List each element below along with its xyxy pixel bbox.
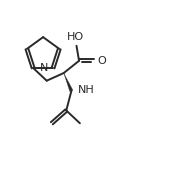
Text: N: N — [40, 63, 48, 73]
Text: NH: NH — [78, 85, 95, 95]
Text: O: O — [97, 56, 106, 66]
Text: HO: HO — [67, 32, 84, 42]
Polygon shape — [64, 73, 73, 92]
